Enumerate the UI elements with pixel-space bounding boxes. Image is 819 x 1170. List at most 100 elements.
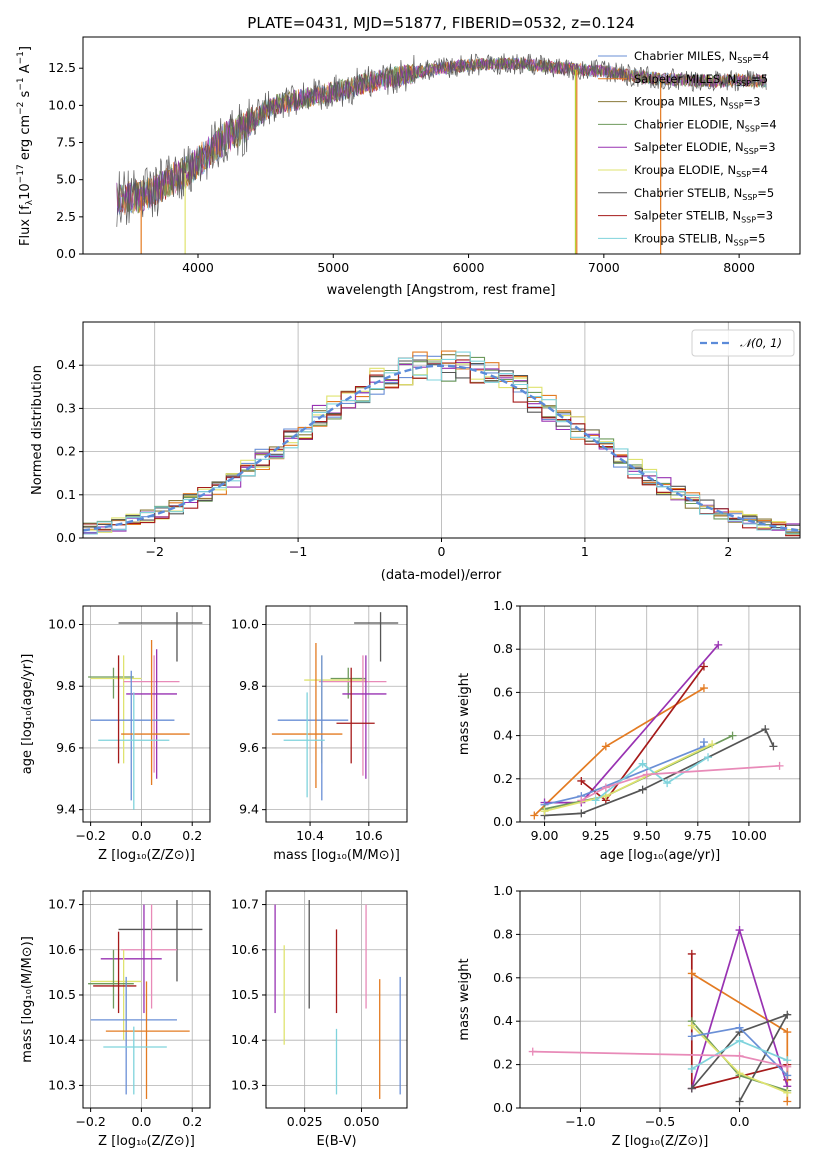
age-mass-y-tick-label: 9.4 xyxy=(239,802,259,817)
mw-age-y-tick-label: 0.2 xyxy=(493,771,513,786)
mw-age-series-4 xyxy=(544,742,705,806)
age-mass-x-tick-label: 10.4 xyxy=(296,828,324,843)
mw-age-marker xyxy=(699,662,708,671)
spectrum-legend-entry: Salpeter MILES, NSSP=5 xyxy=(634,72,768,88)
spectrum-title: PLATE=0431, MJD=51877, FIBERID=0532, z=0… xyxy=(247,14,634,32)
mass-ebv-y-tick-label: 10.4 xyxy=(231,1032,259,1047)
age-mass-x-tick-label: 10.6 xyxy=(355,828,383,843)
spectrum-legend-entry: Chabrier ELODIE, NSSP=4 xyxy=(634,117,777,133)
histogram-x-label: (data-model)/error xyxy=(381,568,502,583)
age-mass-y-tick-label: 9.6 xyxy=(239,740,259,755)
spectrum-x-ticks: 4000 5000 6000 7000 8000 xyxy=(182,254,755,275)
age-z-x-tick-label: −0.2 xyxy=(75,828,105,843)
mass-ebv-x-tick-label: 0.050 xyxy=(344,1114,380,1129)
mw-z-x-tick-label: −1.0 xyxy=(565,1114,595,1129)
mw-z-y-tick-label: 0.0 xyxy=(493,1100,513,1115)
spectrum-panel: PLATE=0431, MJD=51877, FIBERID=0532, z=0… xyxy=(16,14,801,298)
age-z-y-tick-label: 9.8 xyxy=(56,678,76,693)
spectrum-plot-area xyxy=(116,53,767,254)
histogram-y-tick-label: 0.4 xyxy=(56,357,76,372)
age-z-x-label: Z [log₁₀(Z/Z⊙)] xyxy=(98,848,195,863)
age-z-y-label: age [log₁₀(age/yr)] xyxy=(20,654,35,775)
mw-z-y-label: mass weight xyxy=(457,958,472,1040)
mw-z-y-tick-label: 1.0 xyxy=(493,883,513,898)
mw-age-marker xyxy=(601,742,610,751)
histogram-legend-box xyxy=(691,329,795,357)
mass-ebv-frame xyxy=(265,890,408,1109)
mw-age-y-tick-label: 1.0 xyxy=(493,598,513,613)
histogram-y-tick-label: 0.3 xyxy=(56,400,76,415)
age-z-x-tick-label: 0.2 xyxy=(182,828,202,843)
mw-z-marker xyxy=(735,1069,744,1078)
mw-age-x-tick-label: 9.25 xyxy=(582,828,610,843)
histogram-legend: 𝒩(0, 1) xyxy=(691,329,795,357)
mass-z-y-tick-label: 10.6 xyxy=(48,942,76,957)
mw-z-y-tick-label: 0.6 xyxy=(493,970,513,985)
mass-ebv-y-tick-label: 10.7 xyxy=(231,897,259,912)
massweight-vs-age-panel: 9.00 9.25 9.50 9.75 10.00 0.0 0.2 0.4 0.6 0.8 1.0 a… xyxy=(457,598,801,863)
mass-z-x-tick-label: 0.2 xyxy=(182,1114,202,1129)
spectrum-legend-entry: Kroupa MILES, NSSP=3 xyxy=(634,95,760,111)
mw-age-marker xyxy=(530,811,539,820)
mw-z-marker xyxy=(783,1071,792,1080)
mw-age-y-tick-label: 0.0 xyxy=(493,814,513,829)
mw-z-marker xyxy=(783,1088,792,1097)
spectrum-x-tick-label: 7000 xyxy=(588,260,620,275)
mass-z-x-label: Z [log₁₀(Z/Z⊙)] xyxy=(98,1134,195,1149)
normal-curve-line xyxy=(82,364,801,532)
mw-z-marker xyxy=(735,1097,744,1106)
spectrum-y-tick-label: 12.5 xyxy=(48,60,76,75)
histogram-y-tick-label: 0.1 xyxy=(56,487,76,502)
histogram-y-ticks: 0.0 0.1 0.2 0.3 0.4 xyxy=(56,357,83,545)
mw-age-marker xyxy=(714,640,723,649)
mw-age-series-8 xyxy=(580,764,780,802)
mass-ebv-y-tick-label: 10.6 xyxy=(231,942,259,957)
histogram-step-c9 xyxy=(83,351,800,535)
histogram-y-tick-label: 0.2 xyxy=(56,444,76,459)
mw-age-marker xyxy=(699,684,708,693)
histogram-y-tick-label: 0.0 xyxy=(56,530,76,545)
mw-age-marker xyxy=(769,742,778,751)
mw-age-x-tick-label: 10.00 xyxy=(731,828,767,843)
spectrum-y-tick-label: 7.5 xyxy=(56,135,76,150)
mass-z-frame xyxy=(82,890,211,1109)
mass-z-y-tick-label: 10.3 xyxy=(48,1077,76,1092)
age-mass-x-label: mass [log₁₀(M/M⊙)] xyxy=(273,848,400,863)
massweight-vs-metallicity-panel: −1.0 −0.5 0.0 0.0 0.2 0.4 0.6 0.8 1.0 Z [log₁₀(Z/… xyxy=(457,883,801,1149)
mw-age-x-label: age [log₁₀(age/yr)] xyxy=(600,848,721,863)
normal-curve-legend-label: 𝒩(0, 1) xyxy=(740,336,782,350)
mw-z-marker xyxy=(687,1084,696,1093)
mw-age-frame xyxy=(519,605,801,823)
mw-age-y-tick-label: 0.8 xyxy=(493,641,513,656)
mw-age-x-tick-label: 9.75 xyxy=(684,828,712,843)
mw-age-y-label: mass weight xyxy=(457,673,472,755)
mw-z-marker xyxy=(783,1062,792,1071)
mw-z-marker xyxy=(687,1032,696,1041)
age-z-y-tick-label: 9.4 xyxy=(56,802,76,817)
histogram-x-tick-label: 1 xyxy=(581,544,589,559)
histogram-x-tick-label: −1 xyxy=(289,544,307,559)
age-mass-frame xyxy=(265,605,408,823)
mw-age-series-0 xyxy=(533,687,705,817)
spectrum-legend: Chabrier MILES, NSSP=4 Salpeter MILES, NS… xyxy=(598,49,777,247)
mw-age-marker xyxy=(699,738,708,747)
age-vs-metallicity-panel: −0.2 0.0 0.2 9.4 9.6 9.8 10.0 Z [log₁₀(Z/Z⊙)] ag… xyxy=(20,605,211,863)
spectrum-legend-entry: Salpeter STELIB, NSSP=3 xyxy=(634,209,773,225)
age-z-frame xyxy=(82,605,211,823)
histogram-x-tick-label: −2 xyxy=(145,544,163,559)
mw-age-marker xyxy=(708,740,717,749)
mw-age-marker xyxy=(775,761,784,770)
residual-histogram-panel: −2 −1 0 1 2 0.0 0.1 0.2 0.3 0.4 (data-model)/err… xyxy=(30,321,801,583)
mw-z-marker xyxy=(735,1023,744,1032)
age-z-y-tick-label: 9.6 xyxy=(56,740,76,755)
mw-age-x-tick-label: 9.50 xyxy=(633,828,661,843)
mw-age-marker xyxy=(704,753,713,762)
mass-vs-metallicity-panel: −0.2 0.0 0.2 10.3 10.4 10.5 10.6 10.7 Z [log₁₀(Z… xyxy=(20,890,211,1149)
mw-z-y-tick-label: 0.4 xyxy=(493,1013,513,1028)
mw-z-x-label: Z [log₁₀(Z/Z⊙)] xyxy=(612,1134,709,1149)
spectrum-line-c7 xyxy=(116,53,767,227)
spectrum-y-tick-label: 10.0 xyxy=(48,97,76,112)
mw-z-y-tick-label: 0.8 xyxy=(493,926,513,941)
spectrum-y-ticks: 0.0 2.5 5.0 7.5 10.0 12.5 xyxy=(48,60,83,261)
histogram-x-tick-label: 2 xyxy=(724,544,732,559)
